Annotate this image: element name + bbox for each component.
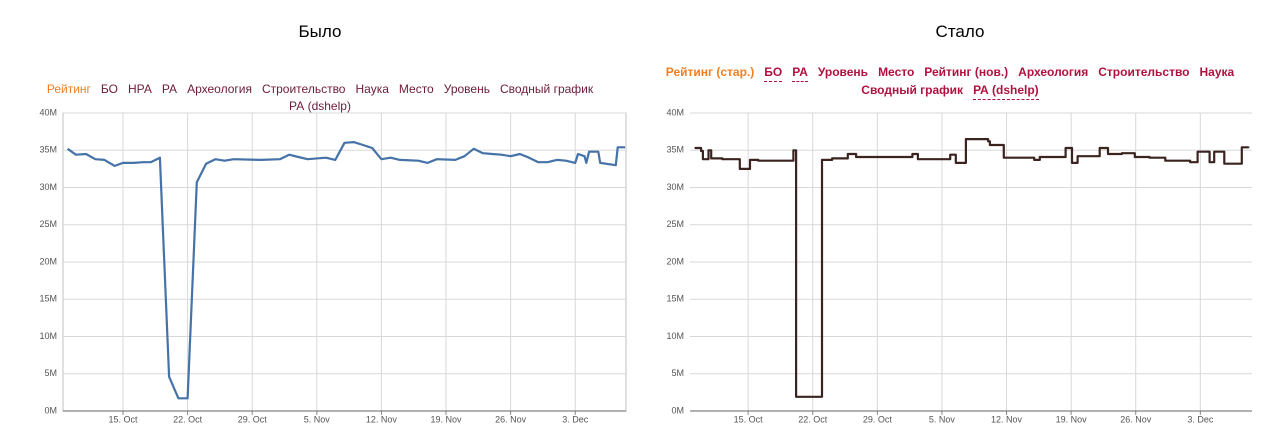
x-tick-label: 22. Oct	[798, 414, 828, 424]
tab-menu: Рейтинг БО НРА РА Археология Строительство Нау…	[10, 81, 630, 116]
tab[interactable]: БО	[100, 82, 118, 96]
tab[interactable]: Рейтинг (нов.)	[924, 65, 1009, 79]
y-tick-label: 15M	[666, 294, 684, 304]
panel-title: Было	[298, 22, 342, 41]
tab-menu: Рейтинг (стар.) БО РА Уровень Место Рейтинг (…	[660, 64, 1240, 100]
y-tick-label: 20M	[666, 256, 684, 266]
tab[interactable]: РА	[792, 64, 808, 82]
tab[interactable]: БО	[764, 64, 783, 82]
tab[interactable]: Наука	[355, 82, 389, 96]
x-tick-label: 29. Oct	[238, 414, 268, 424]
tab[interactable]: Сводный график	[861, 83, 964, 97]
panel-title: Стало	[935, 22, 985, 41]
y-tick-label: 0M	[671, 405, 684, 415]
y-tick-label: 30M	[666, 182, 684, 192]
x-tick-label: 29. Oct	[863, 414, 893, 424]
y-tick-label: 30M	[39, 182, 57, 192]
x-tick-label: 5. Nov	[304, 414, 331, 424]
tab[interactable]: Археология	[187, 82, 252, 96]
tab[interactable]: Рейтинг	[46, 82, 91, 96]
tab[interactable]: РА	[161, 82, 178, 96]
x-tick-label: 3. Dec	[562, 414, 589, 424]
tab[interactable]: Археология	[1018, 65, 1089, 79]
x-tick-label: 12. Nov	[366, 414, 398, 424]
y-tick-label: 40M	[39, 107, 57, 117]
tab[interactable]: Строительство	[261, 82, 346, 96]
y-tick-label: 25M	[666, 219, 684, 229]
tab[interactable]: РА (dshelp)	[973, 82, 1039, 100]
y-tick-label: 0M	[44, 405, 57, 415]
y-tick-label: 40M	[666, 107, 684, 117]
tab[interactable]: НРА	[127, 82, 152, 96]
x-tick-label: 15. Oct	[734, 414, 764, 424]
y-tick-label: 10M	[666, 331, 684, 341]
y-tick-label: 5M	[44, 368, 57, 378]
tab[interactable]: Место	[398, 82, 434, 96]
y-tick-label: 5M	[671, 368, 684, 378]
x-tick-label: 19. Nov	[1056, 414, 1088, 424]
tab[interactable]: Уровень	[443, 82, 490, 96]
x-tick-label: 5. Nov	[929, 414, 956, 424]
tab[interactable]: Наука	[1199, 65, 1235, 79]
y-tick-label: 10M	[39, 331, 57, 341]
y-tick-label: 20M	[39, 256, 57, 266]
tab[interactable]: Рейтинг (стар.)	[665, 65, 755, 79]
y-tick-label: 35M	[39, 145, 57, 155]
y-tick-label: 15M	[39, 294, 57, 304]
tab[interactable]: Место	[878, 65, 915, 79]
data-line	[694, 138, 1250, 398]
x-tick-label: 22. Oct	[173, 414, 203, 424]
x-tick-label: 19. Nov	[431, 414, 463, 424]
data-line	[66, 141, 626, 400]
tab[interactable]: Строительство	[1098, 65, 1190, 79]
x-tick-label: 3. Dec	[1187, 414, 1214, 424]
y-tick-label: 25M	[39, 219, 57, 229]
tab[interactable]: Сводный график	[499, 82, 594, 96]
tab[interactable]: Уровень	[817, 65, 869, 79]
x-tick-label: 15. Oct	[108, 414, 138, 424]
x-tick-label: 12. Nov	[991, 414, 1023, 424]
y-tick-label: 35M	[666, 145, 684, 155]
x-tick-label: 26. Nov	[1120, 414, 1152, 424]
x-tick-label: 26. Nov	[495, 414, 527, 424]
